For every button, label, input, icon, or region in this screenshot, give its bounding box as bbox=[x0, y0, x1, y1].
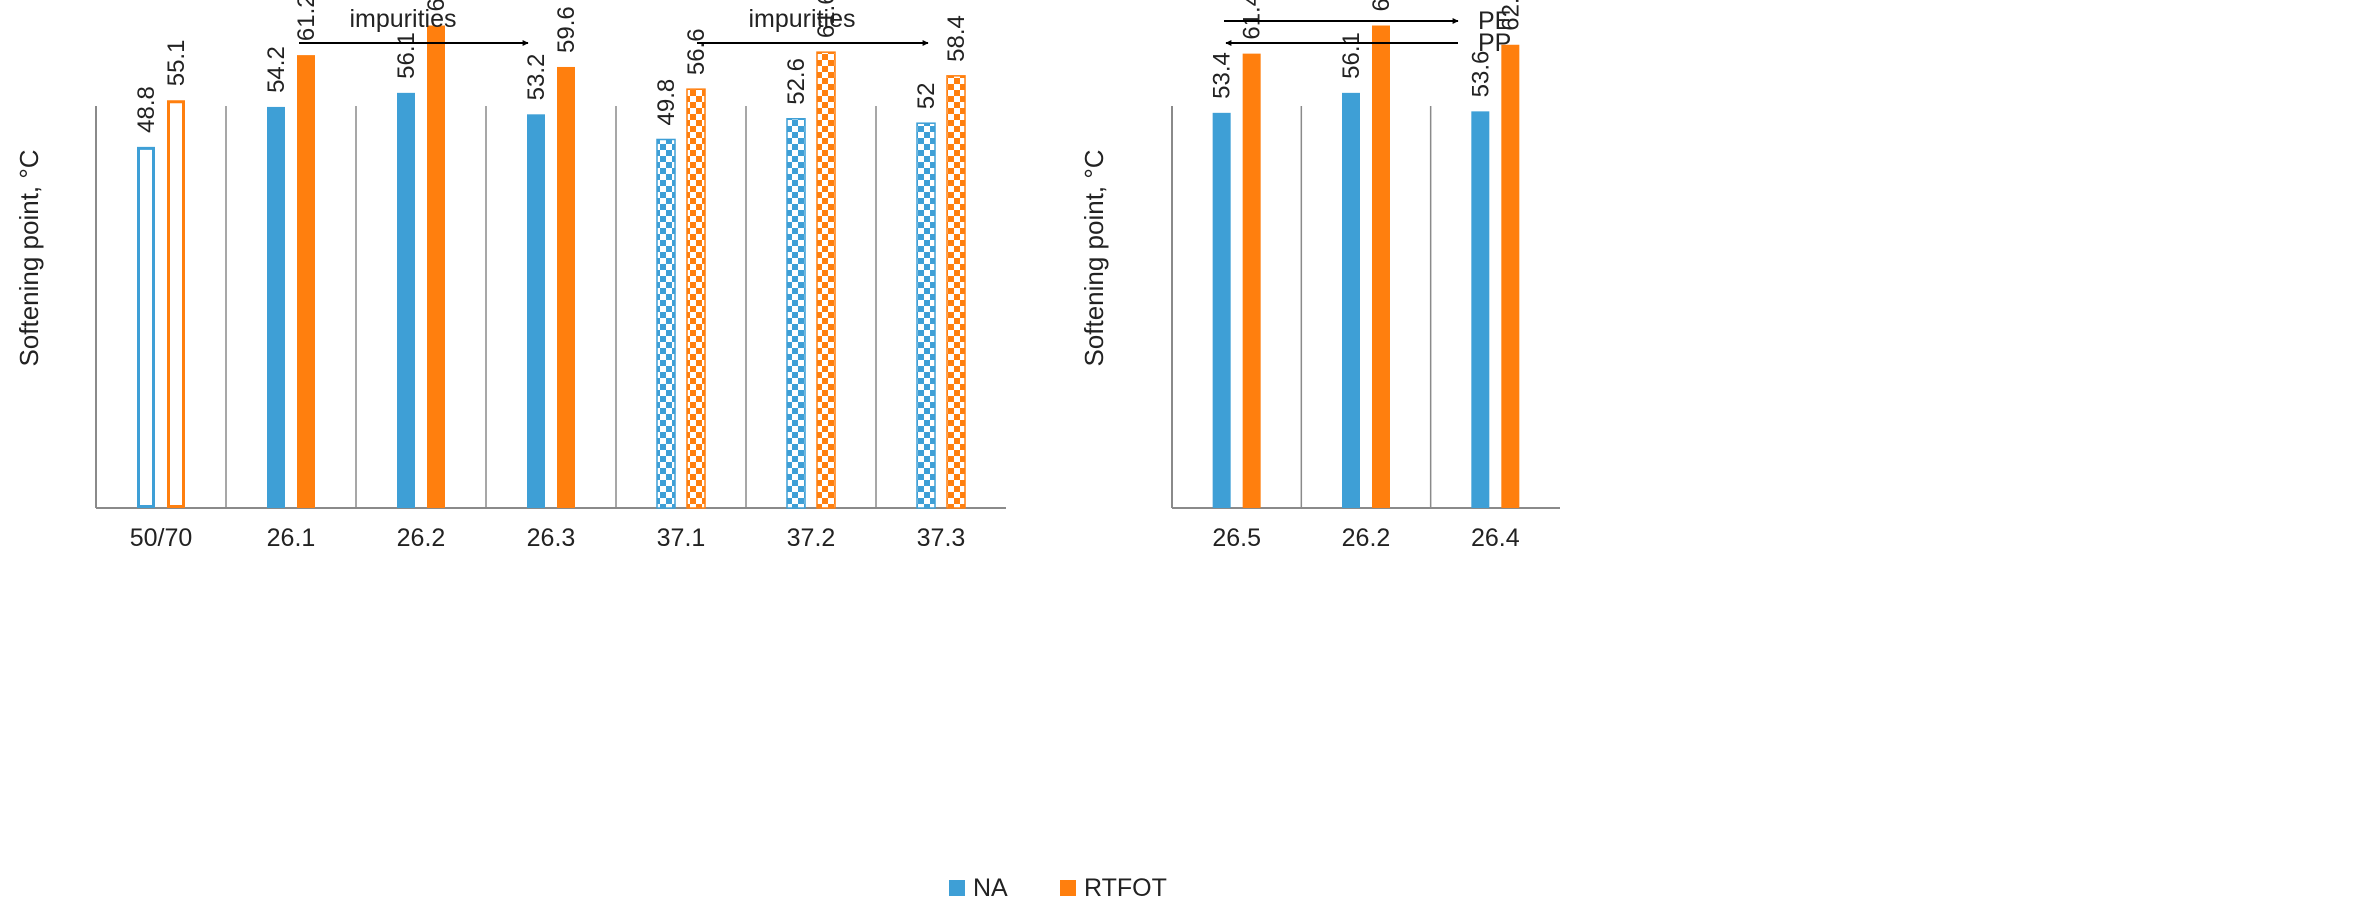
right-y-axis-label: Softening point, °C bbox=[1079, 149, 1109, 366]
data-label: 61.6 bbox=[813, 0, 840, 38]
x-tick-label: 26.1 bbox=[267, 524, 316, 552]
data-label: 61.2 bbox=[293, 0, 320, 41]
legend-swatch-na bbox=[949, 880, 965, 896]
bar-rtfot bbox=[1242, 53, 1261, 508]
legend-label-rtfot: RTFOT bbox=[1084, 874, 1167, 902]
data-label: 65.2 bbox=[423, 0, 450, 12]
bar-na bbox=[1212, 112, 1231, 508]
data-label: 58.4 bbox=[943, 15, 970, 62]
left-bar-chart: Softening point, °C 48.855.1 54.261.2 56.1… bbox=[14, 0, 1006, 552]
data-label: 65.2 bbox=[1368, 0, 1395, 12]
right-bars: 53.461.4 56.1 65.2 53.662.6 bbox=[1209, 0, 1524, 509]
data-label: 53.6 bbox=[1467, 51, 1494, 98]
data-label: 49.8 bbox=[653, 79, 680, 126]
left-y-axis-label: Softening point, °C bbox=[14, 149, 44, 366]
x-tick-label: 37.2 bbox=[787, 524, 836, 552]
right-tick-labels: 26.5 26.2 26.4 bbox=[1212, 524, 1519, 552]
x-tick-label: 26.5 bbox=[1212, 524, 1261, 552]
data-label: 55.1 bbox=[163, 40, 190, 87]
data-label: 56.1 bbox=[1338, 32, 1365, 79]
pp-label: PP bbox=[1478, 29, 1511, 57]
left-bars: 48.855.1 54.261.2 56.1 65.2 53.259.6 49.856.6… bbox=[133, 0, 970, 509]
bar-na bbox=[916, 122, 936, 509]
bar-na bbox=[397, 92, 415, 509]
left-tick-labels: 50/70 26.1 26.2 26.3 37.1 37.2 37.3 bbox=[130, 524, 966, 552]
pe-label: PE bbox=[1478, 7, 1511, 35]
right-bar-chart: Softening point, °C 53.461.4 56.1 65.2 53.6… bbox=[1079, 0, 1560, 552]
x-tick-label: 26.2 bbox=[397, 524, 446, 552]
x-tick-label: 37.1 bbox=[657, 524, 706, 552]
data-label: 52.6 bbox=[783, 58, 810, 105]
bar-na bbox=[656, 138, 676, 509]
bar-rtfot bbox=[686, 88, 706, 509]
impurities-annotation-1: impurities bbox=[299, 5, 529, 46]
bar-rtfot bbox=[1371, 25, 1390, 509]
bar-na bbox=[137, 146, 155, 508]
legend-label-na: NA bbox=[973, 874, 1008, 902]
pe-pp-annotation: PE PP bbox=[1224, 7, 1511, 57]
legend: NA RTFOT bbox=[949, 874, 1167, 902]
bar-rtfot bbox=[946, 75, 966, 509]
bar-rtfot bbox=[557, 66, 575, 509]
data-label: 48.8 bbox=[133, 86, 160, 133]
bar-rtfot bbox=[816, 51, 836, 509]
data-label: 56.6 bbox=[683, 28, 710, 75]
x-tick-label: 37.3 bbox=[917, 524, 966, 552]
data-label: 56.1 bbox=[393, 32, 420, 79]
bar-rtfot bbox=[167, 100, 185, 508]
bar-na bbox=[527, 114, 545, 508]
impurities-label-2: impurities bbox=[749, 5, 856, 33]
x-tick-label: 26.2 bbox=[1342, 524, 1391, 552]
x-tick-label: 26.3 bbox=[527, 524, 576, 552]
bar-rtfot bbox=[1501, 44, 1520, 508]
impurities-label-1: impurities bbox=[350, 5, 457, 33]
bar-na bbox=[1341, 92, 1360, 509]
impurities-annotation-2: impurities bbox=[697, 5, 929, 46]
data-label: 53.2 bbox=[523, 54, 550, 101]
x-tick-label: 50/70 bbox=[130, 524, 193, 552]
legend-swatch-rtfot bbox=[1060, 880, 1076, 896]
bar-na bbox=[786, 118, 806, 509]
left-category-dividers bbox=[225, 106, 877, 508]
data-label: 61.4 bbox=[1239, 0, 1266, 40]
data-label: 52 bbox=[913, 82, 940, 109]
data-label: 62.6 bbox=[1497, 0, 1524, 31]
right-category-dividers bbox=[1300, 106, 1432, 508]
bar-na bbox=[267, 106, 285, 509]
data-label: 59.6 bbox=[553, 6, 580, 53]
data-label: 53.4 bbox=[1209, 52, 1236, 99]
bar-rtfot bbox=[427, 25, 445, 509]
x-tick-label: 26.4 bbox=[1471, 524, 1520, 552]
bar-na bbox=[1471, 111, 1490, 509]
bar-rtfot bbox=[297, 55, 315, 509]
data-label: 54.2 bbox=[263, 46, 290, 93]
